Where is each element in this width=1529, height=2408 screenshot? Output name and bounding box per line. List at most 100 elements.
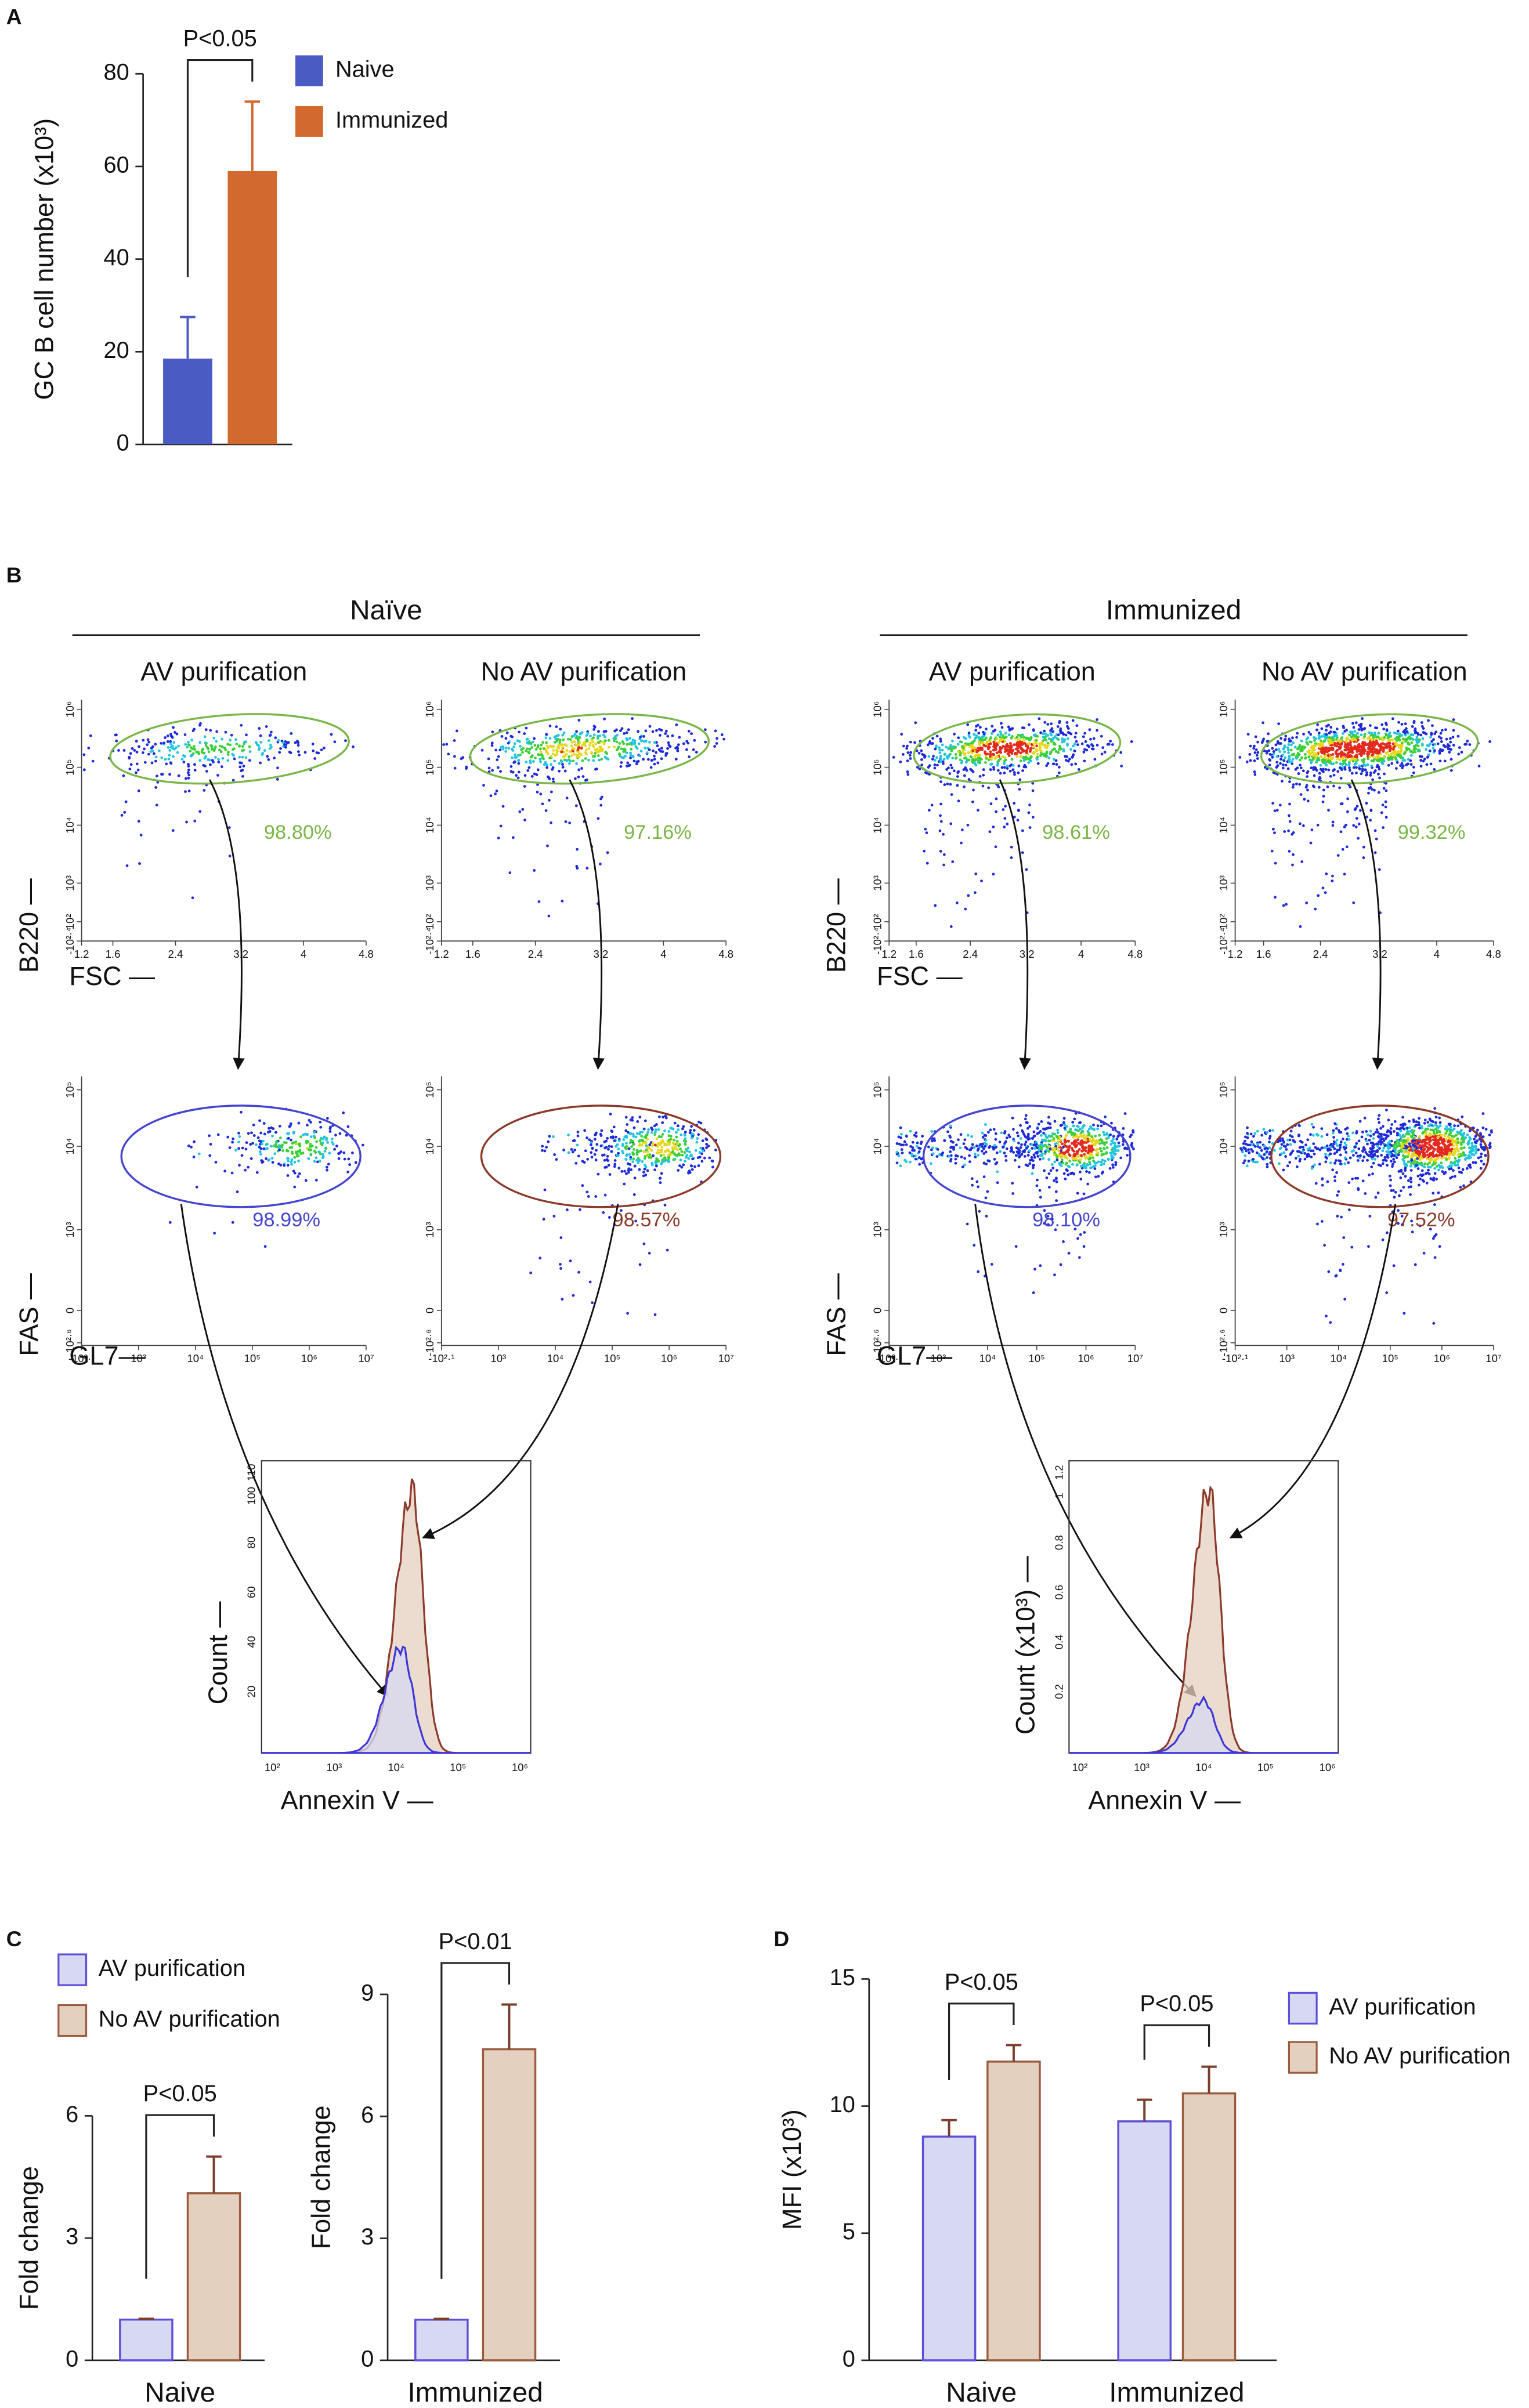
event-dot [652,749,655,752]
event-dot [908,1151,912,1154]
event-dot [688,1169,691,1172]
event-dot [1062,1240,1065,1243]
gate [913,713,1122,785]
tick-label: 4.8 [1127,948,1143,960]
event-dot [1074,1145,1077,1149]
event-dot [1291,832,1294,836]
event-dot [694,1149,697,1152]
event-dot [1355,766,1358,769]
event-dot [979,1143,982,1146]
event-dot [136,768,140,772]
event-dot [1347,763,1350,767]
event-dot [1046,1215,1050,1218]
event-dot [287,1157,290,1160]
event-dot [656,1149,660,1152]
event-dot [1292,783,1295,787]
event-dot [567,1134,570,1136]
event-dot [1026,1154,1030,1157]
event-dot [603,1193,607,1197]
event-dot [705,1146,708,1149]
gate [120,1105,362,1208]
event-dot [331,1137,334,1140]
event-dot [166,740,169,743]
event-dot [1361,767,1364,771]
event-dot [940,1153,943,1156]
event-dot [135,762,139,766]
event-dot [1279,742,1282,745]
event-dot [1033,1143,1036,1146]
event-dot [521,808,525,811]
event-dot [644,1140,647,1144]
event-dot [1023,1150,1026,1154]
tick-label: 10³ [64,875,76,891]
event-dot [255,1171,259,1174]
event-dot [1414,747,1418,751]
legend-label: No AV purification [1329,2043,1510,2069]
event-dot [204,728,208,732]
event-dot [646,1169,649,1172]
event-dot [616,733,619,737]
event-dot [949,1150,952,1153]
event-dot [1401,766,1404,770]
event-dot [966,1222,969,1226]
event-dot [177,744,180,748]
event-dot [622,756,625,759]
event-dot [1392,1157,1396,1161]
event-dot [214,745,217,748]
event-dot [704,728,707,732]
event-dot [1030,1143,1033,1146]
bar [163,359,212,445]
event-dot [227,751,230,754]
event-dot [455,729,458,733]
event-dot [914,1154,917,1157]
event-dot [540,743,543,747]
event-dot [1092,737,1096,740]
event-dot [297,741,300,744]
event-dot [658,1115,661,1118]
event-dot [1096,744,1099,747]
event-dot [1306,1138,1310,1142]
event-dot [1438,1124,1442,1127]
event-dot [939,780,942,784]
event-dot [934,759,937,762]
event-dot [659,749,662,753]
event-dot [1110,1157,1114,1160]
event-dot [642,735,646,738]
event-dot [599,748,603,751]
event-dot [465,765,468,769]
event-dot [169,733,172,736]
event-dot [1394,756,1397,759]
tick-label: 10⁴ [1217,817,1230,834]
event-dot [135,740,138,743]
event-dot [984,1139,988,1142]
event-dot [1046,744,1050,747]
event-dot [1267,749,1271,752]
event-dot [977,736,981,739]
event-dot [1074,1128,1077,1132]
event-dot [642,1150,646,1153]
event-dot [1011,1128,1015,1131]
event-dot [1054,1176,1058,1180]
event-dot [1325,872,1328,875]
event-dot [645,1134,648,1137]
event-dot [676,1148,679,1152]
panel-label: D [773,1927,789,1951]
event-dot [971,1183,974,1187]
event-dot [89,734,92,737]
event-dot [619,765,623,768]
event-dot [1351,1131,1355,1135]
event-dot [1085,1149,1088,1153]
event-dot [700,1152,704,1156]
event-dot [1019,1137,1022,1140]
event-dot [692,1133,695,1136]
event-dot [1073,1227,1077,1231]
event-dot [613,1165,616,1168]
event-dot [1399,746,1403,749]
event-dot [1040,1143,1043,1146]
event-dot [1411,733,1415,737]
event-dot [673,1152,676,1156]
event-dot [606,1154,609,1158]
event-dot [1439,732,1443,735]
event-dot [989,742,992,745]
event-dot [561,733,565,737]
